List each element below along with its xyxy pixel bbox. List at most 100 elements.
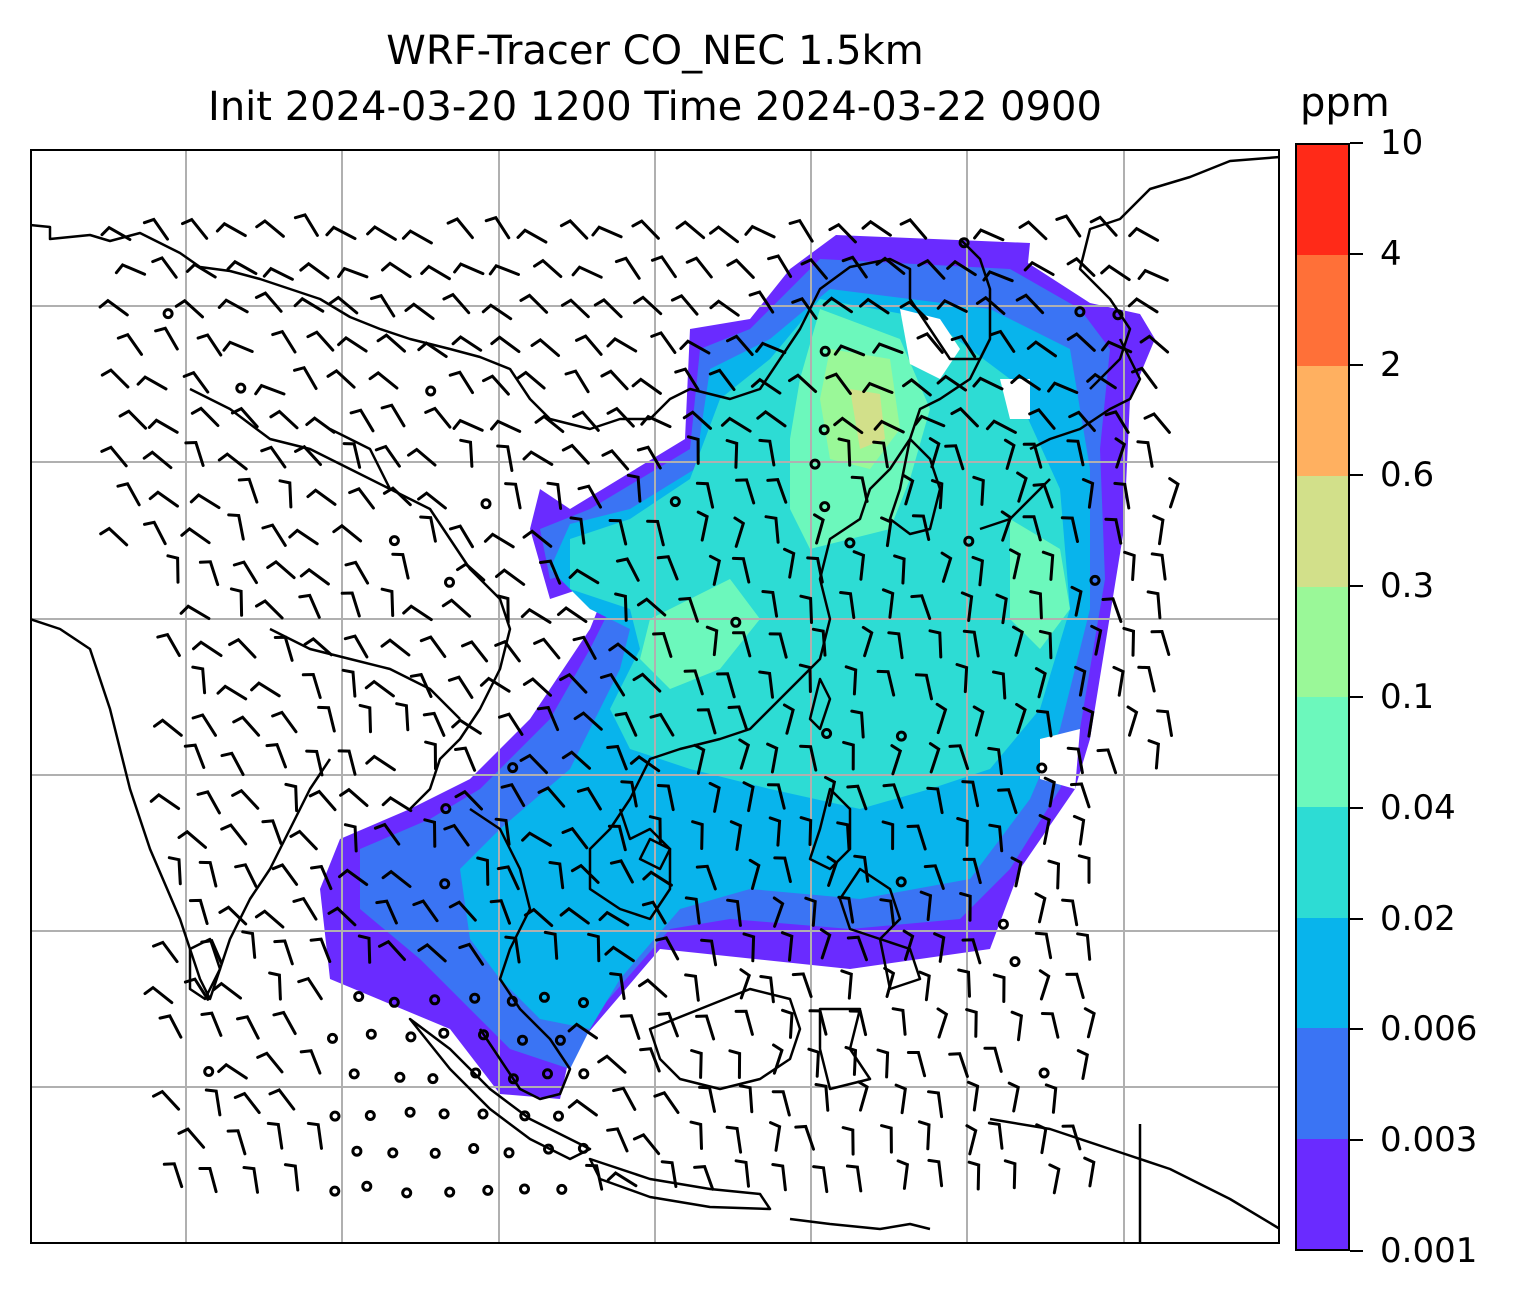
calm-marker <box>439 878 451 890</box>
wind-barb <box>729 820 743 851</box>
wind-barb <box>490 419 522 433</box>
wind-barb <box>1113 481 1131 510</box>
wind-barb <box>880 516 893 548</box>
colorbar-tick-label: 4 <box>1380 233 1402 274</box>
clean-air-pocket <box>900 309 960 379</box>
wind-barb <box>798 663 812 693</box>
wind-barb <box>679 339 711 355</box>
wind-barb <box>881 820 895 851</box>
wind-barb <box>946 259 977 277</box>
wind-barb <box>217 452 248 471</box>
wind-barb <box>791 972 813 998</box>
calm-marker <box>543 1143 554 1155</box>
wind-barb <box>814 1083 830 1112</box>
wind-barb <box>283 1163 300 1192</box>
wind-barb <box>230 406 259 429</box>
wind-barb <box>629 755 661 773</box>
wind-barb <box>614 256 641 280</box>
wind-barb <box>489 899 511 925</box>
wind-barb <box>1146 590 1162 620</box>
chart-title-line-2: Init 2024-03-20 1200 Time 2024-03-22 090… <box>208 84 1102 130</box>
wind-barb <box>691 820 704 850</box>
calm-marker <box>963 535 975 547</box>
wind-barb <box>294 444 322 466</box>
wind-barb <box>626 473 642 503</box>
calm-marker <box>388 996 400 1008</box>
wind-barb <box>1086 372 1117 390</box>
wind-barb <box>519 293 549 314</box>
wind-barb <box>948 1052 969 1078</box>
wind-barb <box>696 510 709 542</box>
wind-barb <box>650 331 677 354</box>
wind-barb <box>927 1158 944 1188</box>
calm-marker <box>348 1068 360 1080</box>
calm-marker <box>895 876 907 888</box>
wind-barb <box>185 262 217 279</box>
wind-barb <box>982 270 1014 283</box>
wind-barb <box>198 560 220 587</box>
wind-barb <box>496 444 514 472</box>
wind-barb <box>686 435 700 465</box>
wind-barb <box>1003 438 1016 470</box>
wind-barb <box>656 555 679 581</box>
wind-barb <box>519 753 548 775</box>
wind-barb <box>608 519 628 546</box>
wind-barb <box>727 705 749 732</box>
wind-barb <box>1066 332 1096 352</box>
tracer-band-0.3 <box>850 389 885 449</box>
wind-barb <box>1055 214 1082 238</box>
wind-barb <box>337 749 357 776</box>
wind-barb <box>136 375 168 391</box>
wind-barb <box>293 365 318 390</box>
wind-barb <box>536 705 560 732</box>
wind-barb <box>266 1121 284 1150</box>
wind-barb <box>572 410 600 432</box>
wind-barb <box>591 225 623 239</box>
wind-barbs <box>98 213 1180 1195</box>
wind-barb <box>233 1091 261 1115</box>
wind-barb <box>483 532 515 549</box>
wind-barb <box>819 928 832 960</box>
wind-barb <box>674 367 700 391</box>
wind-barb <box>614 592 628 622</box>
wind-barb <box>811 627 827 657</box>
wind-barb <box>678 596 699 623</box>
wind-barb <box>522 677 552 697</box>
wind-barb <box>268 971 282 1001</box>
wind-barb <box>748 858 761 890</box>
wind-barb <box>894 1083 907 1115</box>
wind-barb <box>198 860 218 888</box>
wind-barb <box>378 939 406 961</box>
northeast-coast <box>1078 155 1280 390</box>
wind-barb <box>773 856 792 883</box>
wind-barb <box>100 368 130 389</box>
wind-barb <box>572 635 597 660</box>
wind-barb <box>306 330 335 352</box>
wind-barb <box>1060 516 1079 543</box>
wind-barb <box>284 782 299 813</box>
wind-barb <box>813 513 825 545</box>
wind-barb <box>788 218 814 243</box>
wind-barb <box>395 702 410 732</box>
wind-barb <box>684 896 701 925</box>
colorbar-tick <box>1350 252 1363 255</box>
wind-barb <box>1038 629 1053 660</box>
wind-barb <box>357 934 372 964</box>
wind-barb <box>366 225 397 241</box>
wind-barb <box>883 966 896 998</box>
wind-barb <box>218 905 248 926</box>
colorbar-tick <box>1350 474 1363 477</box>
calm-marker <box>444 1186 456 1198</box>
wind-barb <box>1038 969 1051 1001</box>
calm-marker <box>429 1147 441 1159</box>
calm-marker <box>819 501 831 513</box>
wind-barb <box>452 418 484 432</box>
wind-barb <box>879 898 896 927</box>
wind-barb <box>567 1022 598 1040</box>
wind-barb <box>401 229 433 245</box>
wind-barb <box>1168 477 1180 509</box>
wind-barb <box>987 746 1003 776</box>
calm-marker <box>429 994 441 1006</box>
colorbar-band <box>1297 365 1348 477</box>
wind-barb <box>152 1089 181 1111</box>
